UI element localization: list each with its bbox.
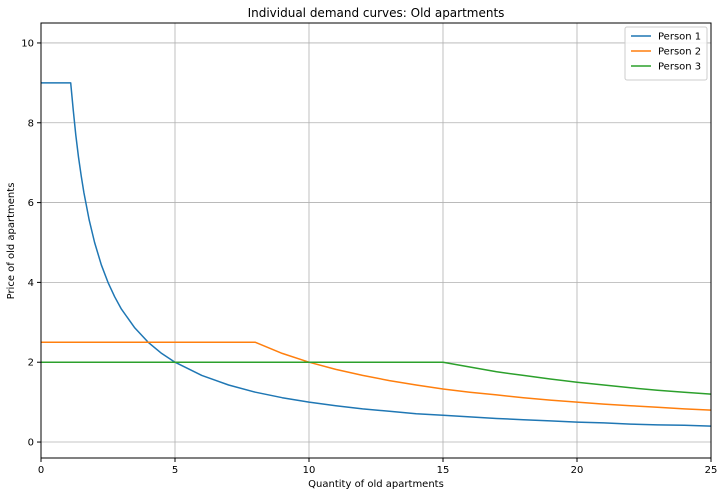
y-tick-label: 8 xyxy=(28,118,34,129)
x-tick-label: 15 xyxy=(437,465,450,476)
x-axis-label: Quantity of old apartments xyxy=(308,479,444,490)
y-tick-label: 2 xyxy=(28,358,34,369)
plot-frame xyxy=(40,22,712,459)
ticks: 0 5 10 15 20 25 0 2 4 6 8 10 xyxy=(21,38,717,476)
y-tick-label: 0 xyxy=(28,438,34,449)
y-tick-label: 10 xyxy=(21,38,34,49)
series-line-3 xyxy=(41,361,712,395)
legend-label: Person 2 xyxy=(658,47,701,58)
series-lines xyxy=(41,82,712,427)
x-tick-label: 10 xyxy=(303,465,316,476)
legend-label: Person 3 xyxy=(658,62,701,73)
y-tick-label: 4 xyxy=(28,278,34,289)
y-tick-label: 6 xyxy=(28,198,34,209)
x-tick-label: 0 xyxy=(38,465,44,476)
legend-label: Person 1 xyxy=(658,32,701,43)
y-axis-label: Price of old apartments xyxy=(6,183,17,300)
series-line-1 xyxy=(41,82,712,427)
x-tick-label: 25 xyxy=(705,465,718,476)
legend: Person 1 Person 2 Person 3 xyxy=(624,26,708,81)
x-tick-label: 20 xyxy=(571,465,584,476)
x-tick-label: 5 xyxy=(172,465,178,476)
chart-title: Individual demand curves: Old apartments xyxy=(248,6,505,20)
